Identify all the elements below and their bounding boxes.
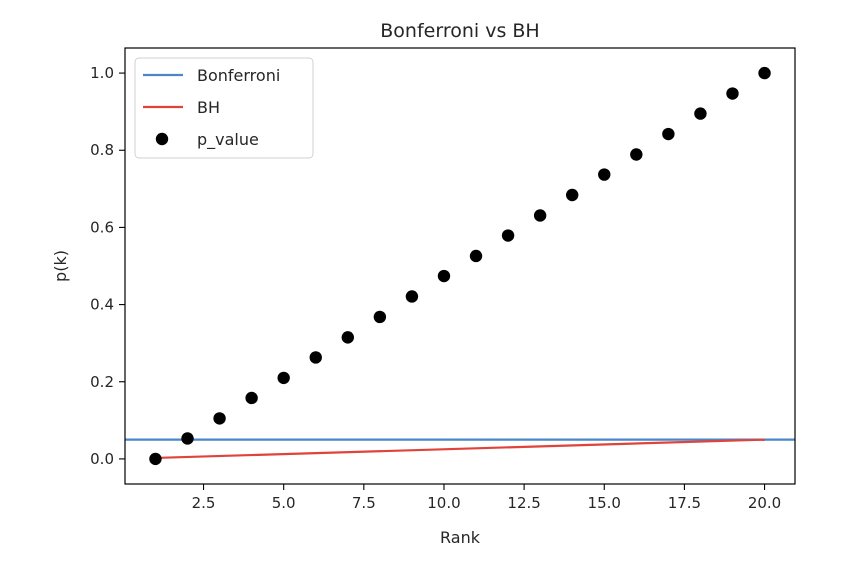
p-value-point bbox=[662, 127, 675, 141]
series-group bbox=[125, 66, 795, 466]
x-tick-label: 17.5 bbox=[668, 494, 701, 512]
p-value-point bbox=[630, 148, 643, 161]
p-value-point bbox=[469, 249, 483, 263]
bh-line bbox=[155, 438, 765, 460]
p-value-point bbox=[341, 331, 354, 344]
p-value-point bbox=[181, 432, 194, 445]
x-tick-label: 15.0 bbox=[588, 494, 621, 512]
y-tick-label: 0.2 bbox=[90, 373, 114, 391]
y-tick-label: 1.0 bbox=[90, 64, 114, 82]
p-value-point bbox=[245, 391, 258, 405]
x-tick-label: 7.5 bbox=[352, 494, 376, 512]
p-value-point bbox=[694, 107, 707, 120]
p-value-point bbox=[598, 168, 611, 181]
p-value-point bbox=[758, 66, 771, 80]
p-value-point bbox=[373, 310, 387, 324]
y-axis-label: p(k) bbox=[51, 250, 70, 282]
p-value-point bbox=[533, 209, 547, 222]
y-tick-label: 0.0 bbox=[90, 450, 114, 468]
p-value-point bbox=[149, 452, 162, 466]
y-tick-label: 0.8 bbox=[90, 141, 114, 159]
plot-area: 2.5 5.0 7.5 10.0 12.5 15.0 17.5 20.0 0.0 0.2 0.4 0.… bbox=[90, 47, 796, 512]
plot-frame bbox=[124, 47, 796, 485]
legend-box bbox=[134, 57, 314, 159]
legend-entry-p-value: p_value bbox=[155, 130, 259, 150]
p-value-point bbox=[726, 87, 739, 100]
p-value-point bbox=[277, 371, 290, 385]
legend-label: p_value bbox=[197, 130, 259, 150]
x-tick-label: 12.5 bbox=[507, 494, 540, 512]
legend-label: BH bbox=[197, 98, 220, 117]
p-value-point bbox=[405, 290, 419, 303]
p-value-point bbox=[213, 412, 226, 425]
y-tick-label: 0.6 bbox=[90, 218, 114, 236]
legend: Bonferroni BH p_value bbox=[134, 57, 314, 159]
x-axis-label: Rank bbox=[440, 528, 481, 547]
legend-label: Bonferroni bbox=[197, 66, 280, 85]
p-value-point bbox=[501, 229, 515, 242]
p-value-point bbox=[309, 351, 322, 364]
legend-marker bbox=[155, 132, 169, 146]
y-tick-label: 0.4 bbox=[90, 296, 114, 314]
x-tick-label: 5.0 bbox=[272, 494, 296, 512]
chart-title: Bonferroni vs BH bbox=[380, 20, 539, 42]
x-tick-label: 10.0 bbox=[427, 494, 460, 512]
x-tick-label: 20.0 bbox=[748, 494, 781, 512]
legend-entry-bh: BH bbox=[143, 98, 220, 117]
p-value-point bbox=[566, 188, 579, 202]
x-tick-label: 2.5 bbox=[192, 494, 216, 512]
p-value-point bbox=[437, 269, 451, 283]
legend-entry-bonferroni: Bonferroni bbox=[143, 66, 280, 85]
